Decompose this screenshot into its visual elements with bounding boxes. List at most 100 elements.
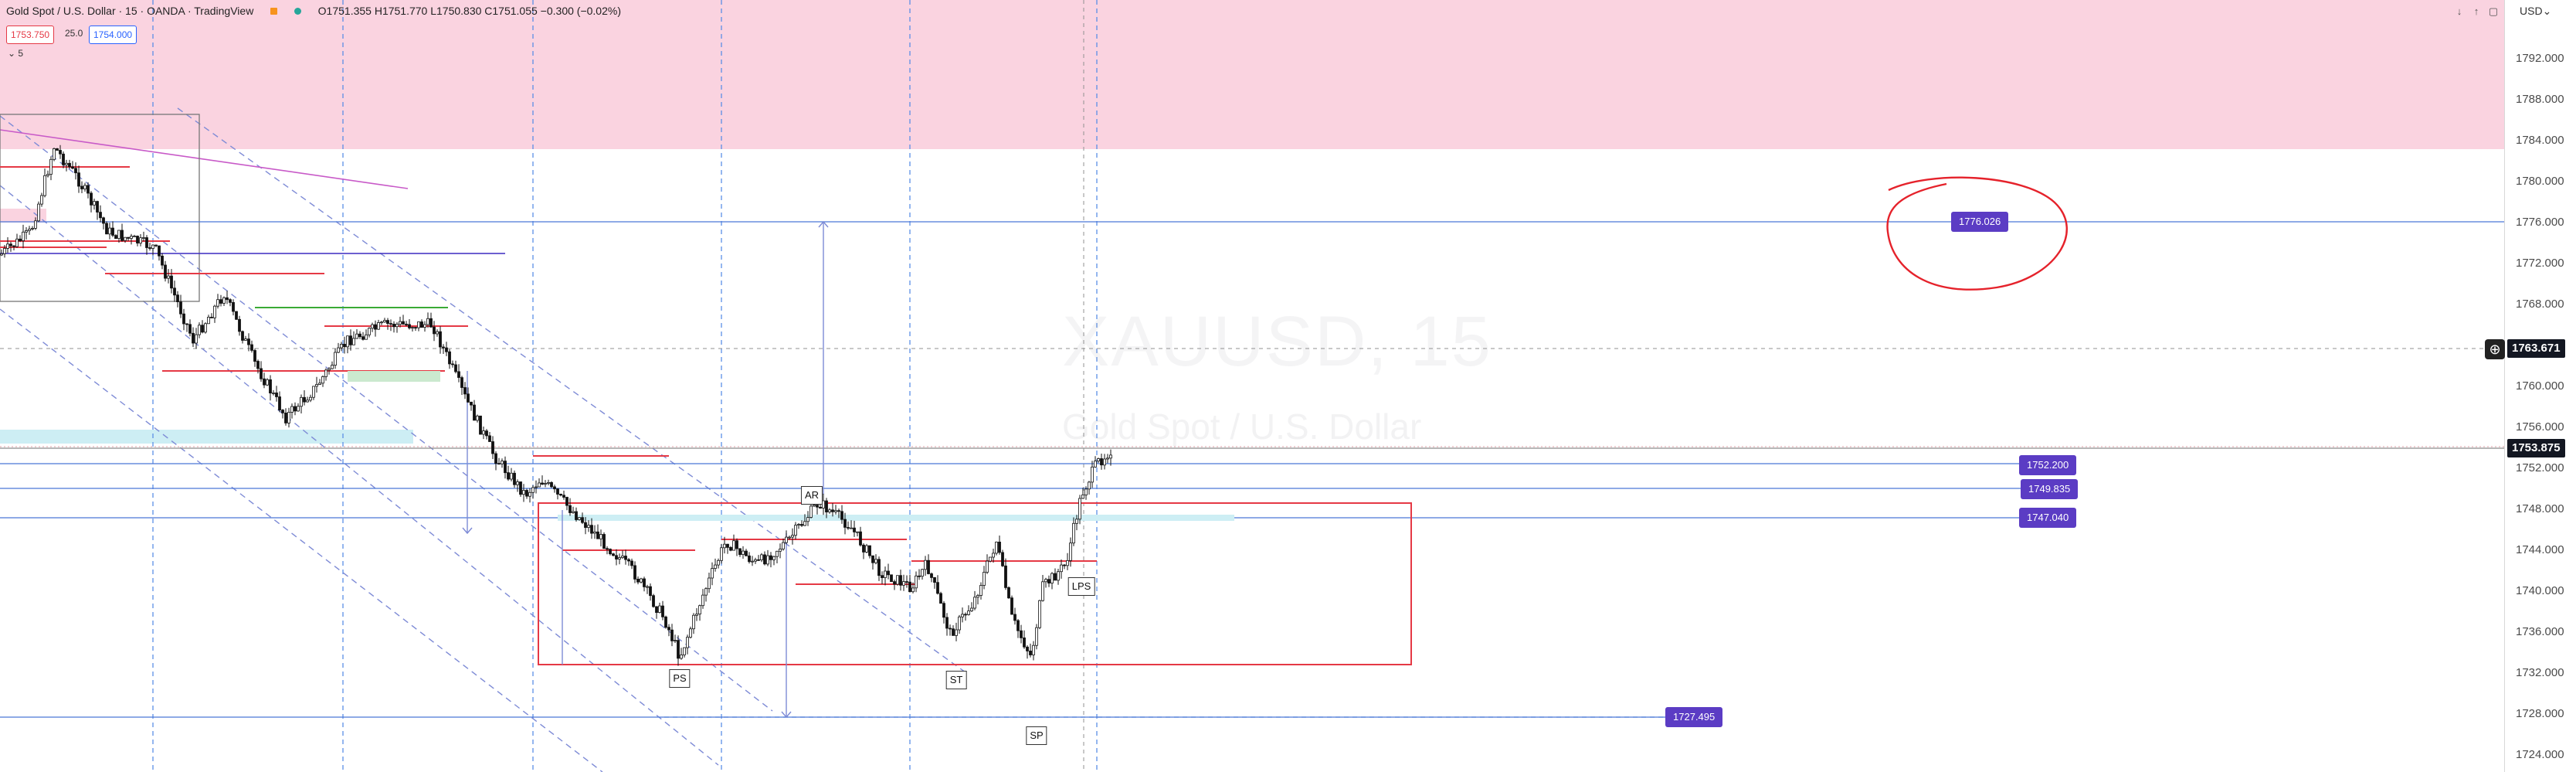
candle-body: [813, 505, 816, 507]
candle-body: [198, 325, 201, 335]
candle-body: [93, 201, 96, 206]
candle-body: [927, 559, 930, 574]
candle-body: [328, 368, 331, 371]
candle-body: [176, 294, 179, 303]
candle-body: [677, 640, 680, 659]
label-sp: SP: [1026, 726, 1047, 745]
candle-body: [602, 534, 606, 549]
candle-body: [655, 606, 658, 613]
candle-body: [395, 323, 399, 328]
candle-body: [1066, 560, 1069, 566]
buy-button[interactable]: 1754.000: [89, 26, 137, 44]
price-axis[interactable]: 1792.000 1788.000 1784.000 1780.000 1776.000…: [2504, 0, 2576, 772]
candle-body: [1109, 454, 1112, 459]
candle-body: [315, 384, 318, 387]
descending-channel: [0, 107, 966, 772]
candle-body: [358, 333, 361, 338]
candle-body: [609, 549, 612, 555]
candle-body: [74, 168, 77, 174]
candle-body: [371, 324, 374, 329]
candle-body: [136, 236, 139, 244]
candle-body: [714, 564, 717, 569]
level-label-1749[interactable]: 1749.835: [2021, 479, 2079, 499]
price-tick: 1732.000: [2516, 666, 2564, 679]
candle-body: [287, 412, 290, 423]
candle-body: [859, 531, 862, 546]
plus-circle-icon[interactable]: ⊕: [2485, 339, 2505, 359]
chart-canvas[interactable]: [0, 0, 2504, 772]
candle-body: [708, 577, 711, 590]
candle-body: [550, 482, 553, 488]
arrow-up-icon[interactable]: ↑: [2473, 5, 2479, 17]
candle-body: [31, 227, 34, 230]
candle-body: [837, 510, 840, 512]
level-label-1752[interactable]: 1752.200: [2019, 455, 2077, 475]
level-label-1747[interactable]: 1747.040: [2019, 508, 2077, 528]
candle-body: [68, 162, 71, 168]
candle-body: [513, 472, 516, 485]
price-tick: 1784.000: [2516, 134, 2564, 147]
reference-box: [0, 114, 200, 302]
candle-body: [1054, 573, 1057, 581]
candle-body: [516, 481, 519, 485]
candle-body: [590, 525, 593, 534]
candle-body: [429, 318, 433, 328]
price-tick: 1792.000: [2516, 52, 2564, 65]
candle-body: [670, 629, 674, 641]
candle-body: [392, 323, 395, 328]
candle-body: [627, 559, 630, 562]
candle-body: [862, 544, 865, 553]
candle-body: [640, 578, 643, 583]
chevron-down-icon: ⌄: [2542, 5, 2552, 17]
candle-body: [65, 162, 68, 165]
candle-body: [28, 229, 31, 231]
candle-body: [995, 542, 998, 554]
low-price-label[interactable]: 1727.495: [1665, 707, 1723, 727]
candle-body: [139, 237, 142, 244]
candle-body: [704, 588, 708, 596]
candle-body: [19, 238, 22, 241]
candle-body: [111, 227, 114, 236]
candle-body: [22, 231, 25, 241]
candle-body: [911, 587, 915, 593]
candle-body: [874, 559, 877, 563]
candle-body: [303, 396, 306, 403]
label-ar: AR: [800, 486, 823, 505]
candle-body: [1094, 461, 1097, 468]
candle-body: [779, 549, 782, 552]
candle-body: [334, 352, 337, 366]
arrow-down-icon[interactable]: ↓: [2456, 5, 2462, 17]
candle-body: [581, 517, 584, 523]
candle-body: [247, 338, 250, 345]
liquidity-zone: [0, 430, 413, 444]
label-lps: LPS: [1067, 577, 1095, 596]
candle-body: [952, 628, 955, 636]
candle-body: [847, 527, 850, 529]
candle-body: [510, 472, 513, 480]
currency-menu[interactable]: USD⌄: [2520, 5, 2551, 18]
sell-button[interactable]: 1753.750: [6, 26, 55, 44]
candle-body: [1072, 522, 1075, 544]
candle-body: [173, 287, 176, 296]
price-tick: 1724.000: [2516, 748, 2564, 761]
candle-body: [120, 230, 124, 241]
price-tick: 1736.000: [2516, 625, 2564, 638]
candle-body: [377, 321, 380, 330]
candle-body: [1013, 614, 1016, 621]
candle-body: [12, 245, 15, 247]
candle-body: [309, 396, 312, 401]
candle-body: [942, 603, 945, 618]
candle-body: [531, 487, 535, 493]
target-price-label[interactable]: 1776.026: [1951, 212, 2009, 232]
candle-body: [738, 548, 742, 555]
candle-body: [179, 301, 182, 315]
interval-toggle[interactable]: ⌄ 5: [8, 48, 23, 59]
candle-body: [843, 519, 847, 528]
candle-body: [491, 441, 494, 454]
candle-body: [695, 614, 698, 616]
symbol-title[interactable]: Gold Spot / U.S. Dollar · 15 · OANDA · T…: [6, 5, 254, 17]
candle-body: [1020, 630, 1023, 638]
maximize-icon[interactable]: ▢: [2488, 5, 2499, 17]
candle-body: [945, 617, 949, 629]
candle-body: [204, 323, 207, 333]
